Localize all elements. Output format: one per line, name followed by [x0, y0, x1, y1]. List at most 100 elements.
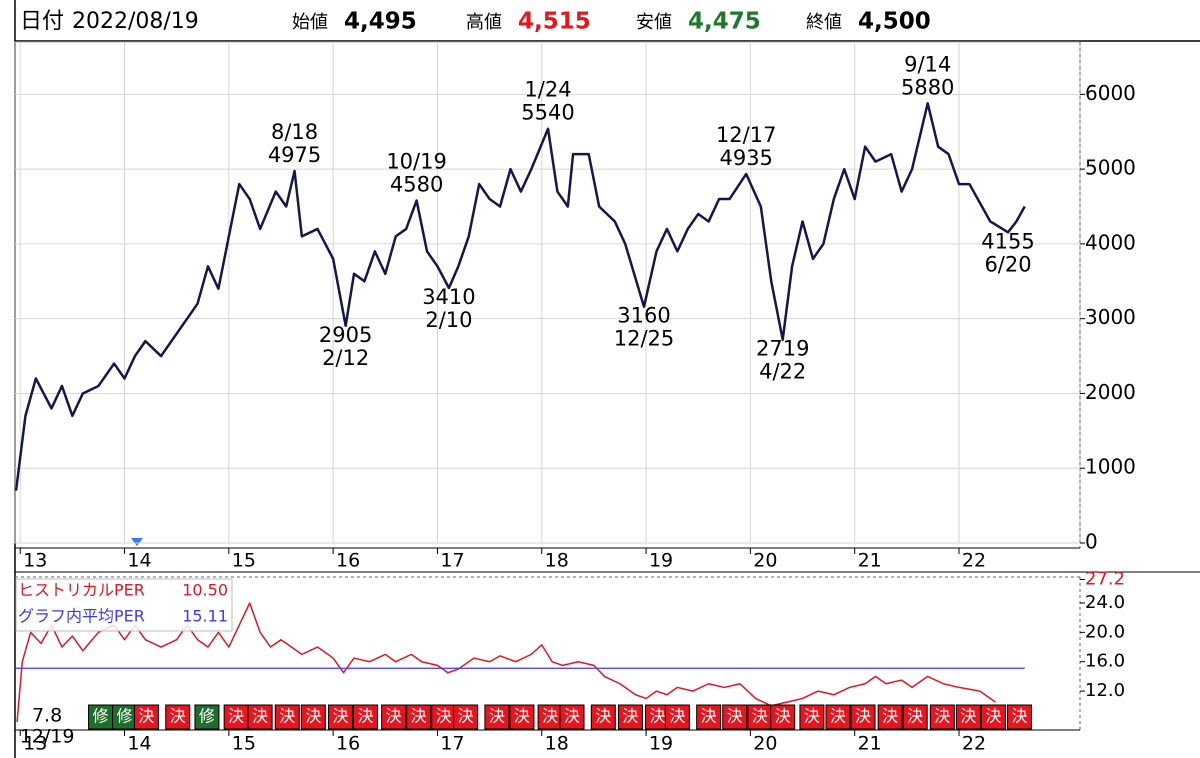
min-value: 7.8: [32, 704, 62, 726]
y-tick-label: 16.0: [1085, 651, 1125, 672]
event-label: 修: [117, 707, 133, 726]
event-badge: [381, 704, 407, 730]
event-label: 修: [199, 707, 215, 726]
y-tick-label: 3000: [1085, 305, 1136, 329]
field-value: 4,495: [344, 9, 417, 35]
event-label: 決: [411, 707, 427, 726]
legend-value: 10.50: [182, 581, 228, 600]
event-badge: [88, 704, 114, 730]
annotation-value: 3160: [617, 304, 670, 328]
event-label: 決: [564, 707, 580, 726]
event-label: 決: [804, 707, 820, 726]
event-badge: [850, 704, 876, 730]
annotation-value: 4935: [719, 146, 772, 170]
event-label: 決: [701, 707, 717, 726]
x-tick-label: 16: [336, 733, 360, 755]
event-label: 決: [985, 707, 1001, 726]
x-tick-label: 19: [649, 550, 673, 572]
event-badge: [133, 704, 159, 730]
event-label: 決: [1011, 707, 1027, 726]
event-label: 決: [357, 707, 373, 726]
event-label: 決: [775, 707, 791, 726]
event-label: 決: [907, 707, 923, 726]
event-badge: [537, 704, 563, 730]
y-tick-label: 6000: [1085, 81, 1136, 105]
event-label: 決: [622, 707, 638, 726]
event-badge: [1007, 704, 1033, 730]
annotation-date: 4/22: [759, 360, 806, 384]
event-badge: [877, 704, 903, 730]
x-tick-label: 20: [753, 733, 777, 755]
field-label: 終値: [806, 12, 842, 33]
event-label: 決: [514, 707, 530, 726]
x-tick-label: 13: [23, 733, 47, 755]
event-badge: [770, 704, 796, 730]
annotation-value: 2719: [756, 337, 809, 361]
event-badge: [747, 704, 773, 730]
event-badge: [484, 704, 510, 730]
annotation-date: 9/14: [904, 52, 951, 76]
event-label: 決: [650, 707, 666, 726]
y-tick-label: 24.0: [1085, 592, 1125, 613]
event-badge: [300, 704, 326, 730]
x-tick-label: 17: [440, 550, 464, 572]
series-line: [16, 602, 996, 722]
annotation-date: 12/17: [716, 123, 777, 147]
event-badge: [509, 704, 535, 730]
date-value: 2022/08/19: [72, 9, 199, 34]
event-label: 決: [458, 707, 474, 726]
y-tick-label: 20.0: [1085, 621, 1125, 642]
event-label: 決: [279, 707, 295, 726]
event-badge: [664, 704, 690, 730]
annotation-value: 4580: [390, 173, 443, 197]
event-badge: [406, 704, 432, 730]
x-tick-label: 18: [545, 733, 569, 755]
event-badge: [825, 704, 851, 730]
event-badge: [165, 704, 191, 730]
annotation-value: 5540: [521, 101, 574, 125]
period-marker: [131, 538, 143, 546]
event-badge: [112, 704, 138, 730]
event-badge: [590, 704, 616, 730]
event-badge: [352, 704, 378, 730]
event-label: 決: [489, 707, 505, 726]
event-badge: [247, 704, 273, 730]
event-badge: [617, 704, 643, 730]
event-label: 決: [436, 707, 452, 726]
annotation-date: 2/10: [425, 308, 472, 332]
min-date: 12/19: [20, 725, 75, 747]
field-value: 4,500: [858, 9, 931, 35]
field-value: 4,515: [518, 9, 591, 35]
annotation-date: 10/19: [386, 150, 447, 174]
event-label: 決: [669, 707, 685, 726]
event-badge: [902, 704, 928, 730]
y-tick-label: 2000: [1085, 380, 1136, 404]
series-line: [14, 102, 1026, 491]
y-tick-label: 0: [1085, 530, 1098, 554]
x-tick-label: 22: [962, 550, 986, 572]
annotation-date: 8/18: [271, 120, 318, 144]
event-label: 決: [228, 707, 244, 726]
event-label: 修: [93, 707, 109, 726]
x-tick-label: 15: [232, 550, 256, 572]
field-label: 高値: [466, 12, 502, 33]
event-label: 決: [752, 707, 768, 726]
event-badge: [223, 704, 249, 730]
event-label: 決: [542, 707, 558, 726]
event-badge: [327, 704, 353, 730]
event-badge: [453, 704, 479, 730]
event-badge: [696, 704, 722, 730]
event-label: 決: [882, 707, 898, 726]
event-label: 決: [305, 707, 321, 726]
y-tick-label: 27.2: [1085, 569, 1125, 590]
x-tick-label: 22: [962, 733, 986, 755]
event-badge: [274, 704, 300, 730]
event-label: 決: [386, 707, 402, 726]
x-tick-label: 20: [753, 550, 777, 572]
field-value: 4,475: [688, 9, 761, 35]
y-tick-label: 5000: [1085, 156, 1136, 180]
annotation-value: 5880: [901, 75, 954, 99]
y-tick-label: 4000: [1085, 230, 1136, 254]
